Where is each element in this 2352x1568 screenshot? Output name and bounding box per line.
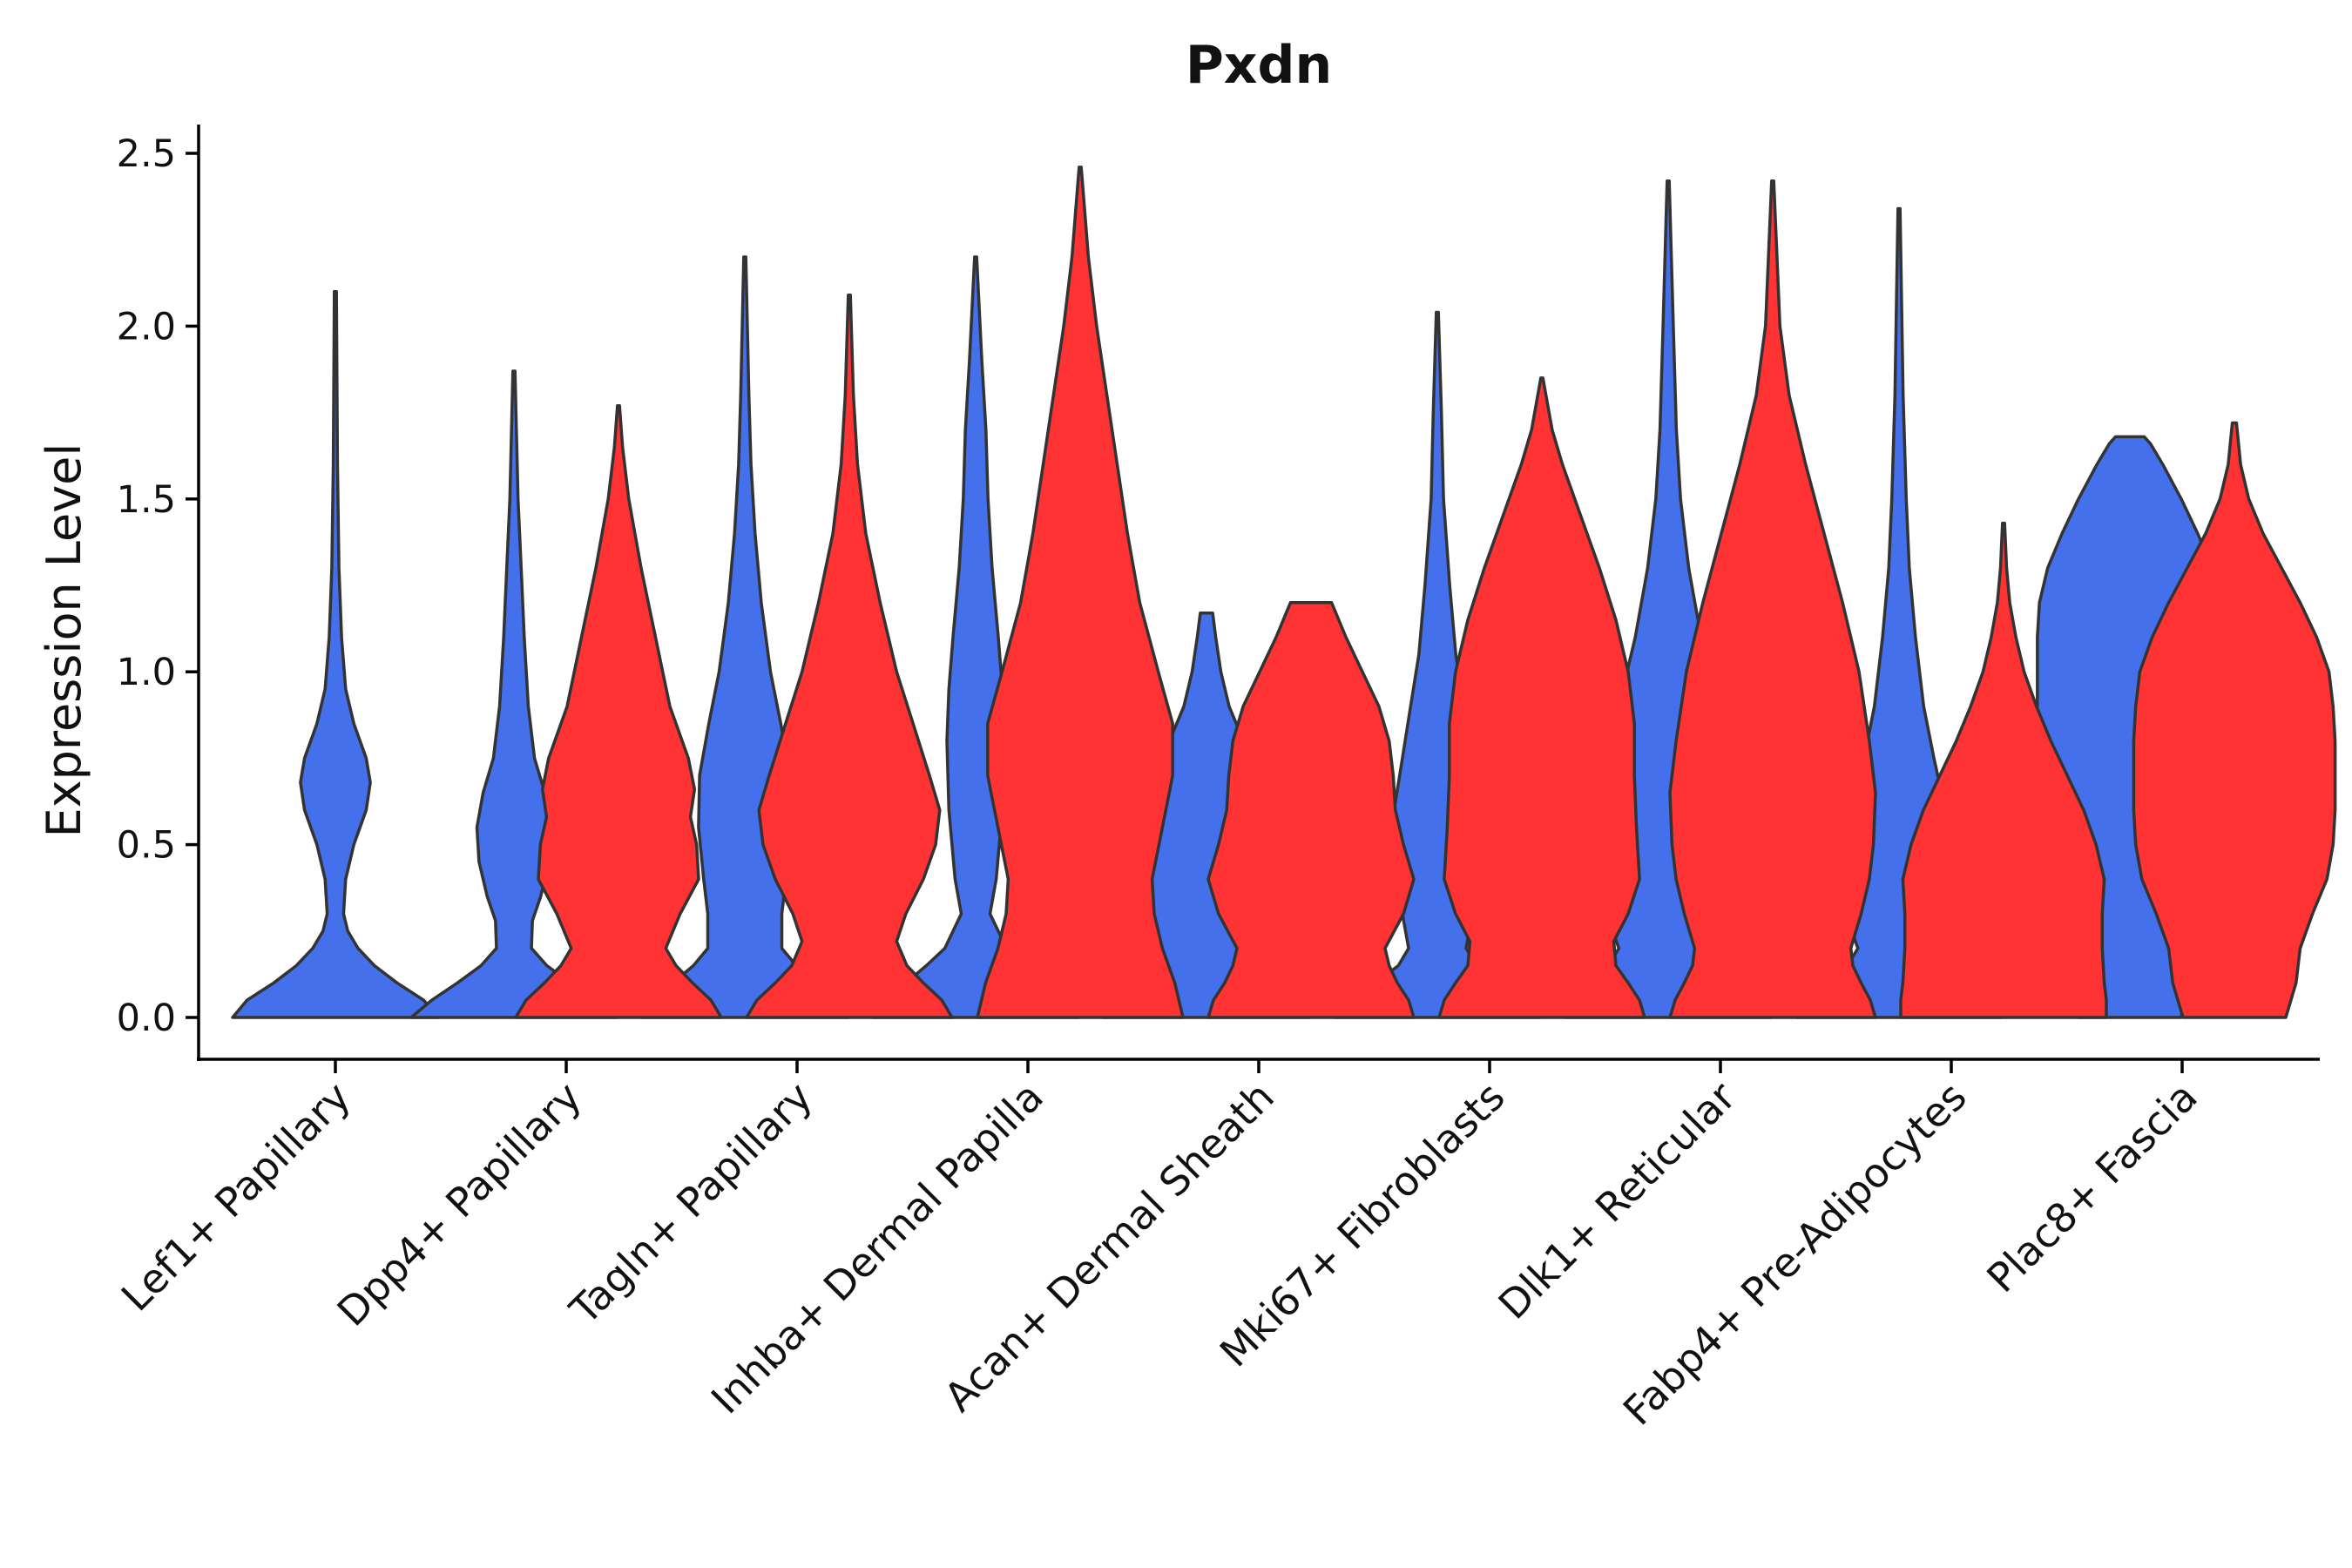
y-tick-label: 1.0 [117, 651, 176, 694]
violin [409, 369, 618, 1019]
violin [1899, 521, 2108, 1019]
violin [871, 255, 1080, 1019]
y-tick-label: 0.0 [117, 997, 176, 1040]
violin [976, 166, 1185, 1019]
violin [745, 293, 954, 1019]
y-ticks: 0.0 0.5 1.0 1.5 2.0 2.5 [117, 132, 199, 1040]
x-tick-label: Lef1+ Papillary [112, 1073, 360, 1321]
x-tick-label: Plac8+ Fascia [1977, 1073, 2206, 1301]
y-tick-label: 2.5 [117, 132, 176, 176]
x-tick-label: Dlk1+ Reticular [1490, 1073, 1745, 1328]
violin [2132, 421, 2337, 1019]
y-tick-label: 0.5 [117, 824, 176, 868]
violin [640, 255, 849, 1019]
violin [1206, 601, 1416, 1019]
y-tick-label: 2.0 [117, 305, 176, 348]
violin [514, 403, 723, 1019]
violin [1668, 179, 1877, 1019]
x-tick-label: Tagln+ Papillary [560, 1073, 821, 1335]
y-axis-label: Expression Level [37, 443, 91, 838]
y-tick-label: 1.5 [117, 478, 176, 522]
violin [1437, 376, 1646, 1019]
chart-title: Pxdn [1186, 35, 1332, 96]
x-tick-label: Dpp4+ Papillary [328, 1073, 591, 1335]
violin [231, 289, 440, 1019]
violin-layer [231, 166, 2337, 1019]
